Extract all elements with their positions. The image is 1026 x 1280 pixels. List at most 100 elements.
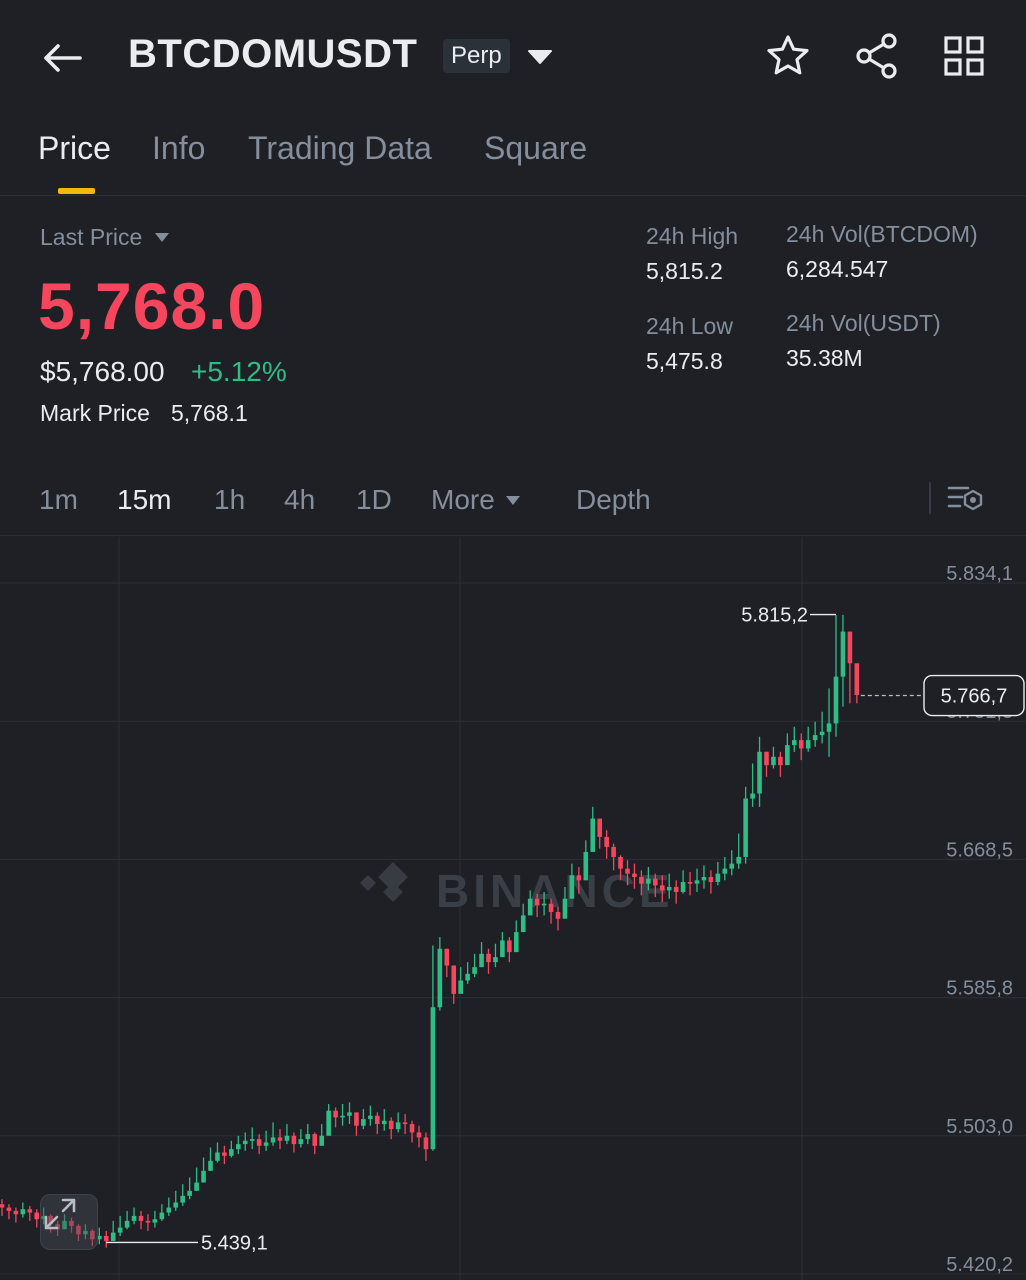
candle-body: [430, 1007, 436, 1150]
fullscreen-button[interactable]: [40, 1194, 98, 1250]
candle-body: [20, 1209, 26, 1215]
vol-quote-value: 35.38M: [786, 345, 863, 371]
candle-body: [653, 878, 658, 886]
share-button[interactable]: [851, 30, 903, 82]
interval-15m[interactable]: 15m: [117, 484, 172, 515]
candle-body: [277, 1137, 283, 1141]
candle-body: [319, 1135, 324, 1146]
candle-body: [117, 1227, 123, 1233]
watermark-text: BINANCE: [436, 865, 674, 917]
candle-body: [743, 798, 748, 857]
mark-price-label: Mark Price: [40, 400, 150, 426]
interval-1d[interactable]: 1D: [356, 484, 392, 515]
candle-body: [354, 1112, 359, 1126]
candle-body: [507, 940, 512, 953]
tab-info[interactable]: Info: [152, 130, 206, 166]
candle-body: [792, 740, 797, 746]
candle-body: [229, 1149, 234, 1156]
header-bar: BTCDOMUSDT Perp: [0, 0, 1026, 110]
candle-body: [423, 1137, 429, 1150]
candle-body: [187, 1190, 192, 1196]
depth-tab[interactable]: Depth: [576, 484, 651, 515]
candle-body: [201, 1170, 206, 1183]
price-chart[interactable]: 5.834,15.751,35.668,55.585,85.503,05.420…: [0, 537, 1026, 1280]
candle-body: [569, 875, 575, 899]
min-price-label: 5.439,1: [201, 1232, 268, 1254]
candle-body: [646, 878, 651, 884]
high-24h-value: 5,815.2: [646, 258, 723, 284]
candle-body: [639, 876, 644, 884]
candle-body: [368, 1115, 373, 1120]
symbol-title[interactable]: BTCDOMUSDT: [128, 32, 418, 76]
candle-body: [375, 1115, 380, 1125]
y-tick-label: 5.668,5: [946, 839, 1013, 861]
candle-body: [458, 980, 463, 994]
candle-body: [298, 1139, 304, 1145]
back-button[interactable]: [38, 36, 86, 80]
interval-1m[interactable]: 1m: [39, 484, 78, 515]
symbol-dropdown-button[interactable]: [524, 42, 556, 72]
candle-body: [381, 1120, 387, 1125]
share-icon: [856, 33, 897, 79]
candle-body: [541, 903, 547, 906]
candlestick-chart[interactable]: 5.834,15.751,35.668,55.585,85.503,05.420…: [0, 537, 1026, 1280]
interval-bar: 1m 15m 1h 4h 1D More Depth: [0, 470, 1026, 536]
candle-body: [590, 818, 596, 852]
candle-body: [41, 1215, 46, 1220]
candle-body: [48, 1215, 53, 1225]
candle-body: [680, 882, 686, 893]
candle-body: [437, 948, 443, 1008]
favorite-button[interactable]: [762, 30, 814, 82]
candle-body: [708, 876, 714, 883]
tab-trading-data[interactable]: Trading Data: [248, 130, 432, 166]
candle-body: [152, 1219, 158, 1223]
chart-settings-button[interactable]: [944, 480, 988, 518]
candle-body: [520, 915, 526, 933]
interval-4h[interactable]: 4h: [284, 484, 316, 515]
current-price-tag: [923, 674, 1025, 717]
candle-body: [6, 1207, 12, 1211]
candle-body: [472, 967, 477, 974]
interval-1h[interactable]: 1h: [214, 484, 246, 515]
candle-body: [103, 1235, 109, 1241]
tab-square[interactable]: Square: [484, 130, 588, 166]
back-arrow-icon: [44, 44, 82, 72]
candle-body: [13, 1210, 19, 1215]
candle-body: [62, 1220, 67, 1230]
star-icon: [767, 35, 809, 75]
candle-body: [736, 856, 741, 864]
candle-body: [90, 1230, 95, 1240]
candle-body: [826, 723, 832, 732]
candle-body: [722, 868, 728, 874]
caret-down-icon: [505, 495, 520, 505]
last-price-value: 5,768.0: [38, 269, 266, 343]
candle-body: [159, 1212, 165, 1220]
candle-body: [715, 873, 721, 883]
candle-body: [340, 1115, 345, 1118]
candle-body: [805, 740, 811, 749]
candle-body: [486, 953, 491, 963]
vol-quote-label: 24h Vol(USDT): [786, 310, 941, 336]
candle-body: [611, 846, 616, 857]
menu-grid-button[interactable]: [938, 30, 990, 82]
candle-body: [548, 903, 554, 913]
candle-body: [840, 631, 846, 677]
candle-body: [659, 885, 665, 891]
candle-body: [785, 745, 790, 766]
candle-body: [0, 1204, 5, 1208]
y-tick-label: 5.585,8: [946, 978, 1013, 1000]
candle-body: [416, 1132, 422, 1138]
low-24h-value: 5,475.8: [646, 348, 723, 374]
candle-body: [632, 873, 637, 877]
interval-more[interactable]: More: [431, 484, 521, 516]
candle-body: [124, 1220, 130, 1228]
candle-body: [312, 1134, 318, 1146]
candle-body: [597, 818, 602, 837]
candle-body: [694, 880, 700, 884]
candle-body: [451, 965, 457, 994]
last-price-selector[interactable]: Last Price: [40, 224, 170, 251]
candle-body: [402, 1122, 408, 1125]
candle-body: [576, 875, 582, 881]
candle-body: [833, 676, 839, 724]
tab-price[interactable]: Price: [38, 130, 111, 166]
